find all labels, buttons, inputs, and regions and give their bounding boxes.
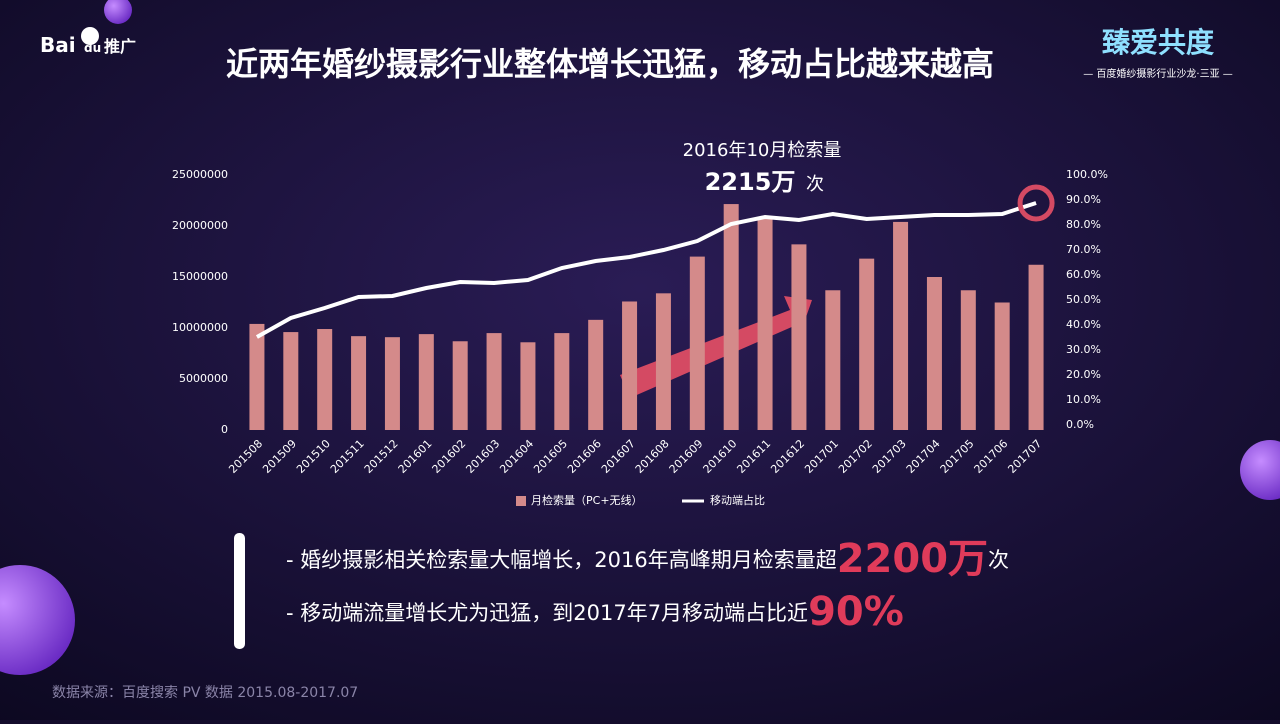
y-tick-label: 0 [221, 423, 228, 436]
logo-product: 推广 [104, 37, 136, 56]
y2-tick-label: 100.0% [1066, 168, 1108, 181]
decor-ball [104, 0, 132, 24]
y-tick-label: 20000000 [172, 219, 228, 232]
y-tick-label: 15000000 [172, 270, 228, 283]
y2-tick-label: 80.0% [1066, 218, 1101, 231]
line [255, 201, 1037, 339]
bar [926, 277, 942, 430]
annotation-value: 2215万 [705, 168, 796, 196]
bar [520, 342, 536, 430]
y-tick-label: 25000000 [172, 168, 228, 181]
y2-tick-label: 30.0% [1066, 343, 1101, 356]
bar [317, 329, 333, 430]
y2-tick-label: 20.0% [1066, 368, 1101, 381]
y-tick-label: 5000000 [179, 372, 228, 385]
annotation-unit: 次 [806, 174, 824, 195]
logo-brand: Bai [40, 33, 76, 57]
bar [825, 290, 841, 430]
bullet: - 婚纱摄影相关检索量大幅增长，2016年高峰期月检索量超2200万次 [286, 536, 1009, 582]
title: 近两年婚纱摄影行业整体增长迅猛，移动占比越来越高 [226, 45, 994, 83]
bar [418, 334, 434, 430]
logo-mark: du [84, 41, 101, 55]
event-title: 臻爱共度 [1102, 26, 1214, 59]
bar [554, 333, 570, 430]
bar [622, 301, 638, 430]
y2-tick-label: 10.0% [1066, 393, 1101, 406]
bar [893, 221, 909, 430]
y2-tick-label: 60.0% [1066, 268, 1101, 281]
bar [384, 337, 400, 430]
source: 数据来源：百度搜索 PV 数据 2015.08-2017.07 [52, 684, 358, 701]
bar [283, 332, 299, 430]
y2-tick-label: 50.0% [1066, 293, 1101, 306]
logo-paw [81, 27, 99, 45]
y2-tick-label: 90.0% [1066, 193, 1101, 206]
bar [655, 293, 671, 430]
highlight-ring [1017, 184, 1055, 222]
bullet-bar [234, 533, 245, 649]
y2-tick-label: 0.0% [1066, 418, 1094, 431]
bar [588, 319, 604, 430]
bar [960, 290, 976, 430]
legend-swatch [516, 496, 526, 506]
event-subtitle: — 百度婚纱摄影行业沙龙·三亚 — [1083, 67, 1233, 80]
bar [249, 323, 265, 430]
bar [351, 336, 367, 430]
bar [486, 333, 502, 430]
bullet: - 移动端流量增长尤为迅猛，到2017年7月移动端占比近90% [286, 589, 904, 635]
annotation-line: 2016年10月检索量 [683, 140, 842, 161]
bar [859, 258, 875, 430]
y-tick-label: 10000000 [172, 321, 228, 334]
bar [1028, 264, 1044, 430]
y2-tick-label: 40.0% [1066, 318, 1101, 331]
y2-tick-label: 70.0% [1066, 243, 1101, 256]
legend-label: 月检索量（PC+无线） [531, 493, 643, 507]
decor-ball [1240, 440, 1280, 500]
bar [723, 204, 739, 430]
legend-label: 移动端占比 [710, 493, 765, 507]
bar [791, 244, 807, 430]
decor-ball [0, 565, 75, 675]
bar [689, 256, 705, 430]
bar [994, 302, 1010, 430]
bar [452, 341, 468, 430]
bar [757, 216, 773, 430]
